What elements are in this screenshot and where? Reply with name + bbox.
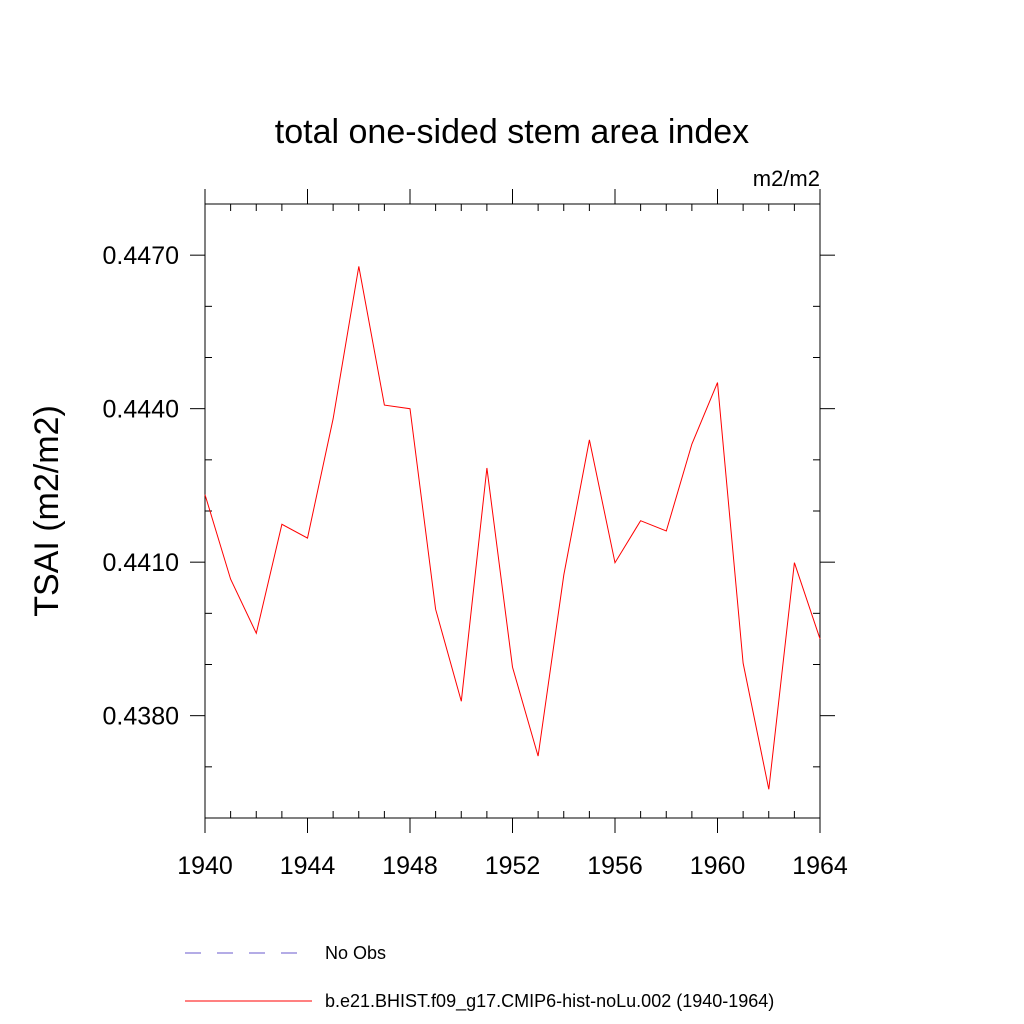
series-layer: [204, 266, 821, 790]
series-line: [204, 266, 821, 790]
legend-label-model: b.e21.BHIST.f09_g17.CMIP6-hist-noLu.002 …: [325, 991, 774, 1012]
y-axis-label: TSAI (m2/m2): [28, 405, 66, 617]
legend-label-no-obs: No Obs: [325, 943, 386, 963]
x-tick-label: 1944: [280, 852, 336, 880]
x-tick-label: 1948: [382, 852, 438, 880]
axis-tick-labels: 1940 1944 1948 1952 1956 1960 1964 0.4380 0.4410…: [103, 242, 848, 880]
x-tick-label: 1952: [485, 852, 541, 880]
axis-ticks: [190, 189, 835, 833]
x-tick-label: 1940: [177, 852, 233, 880]
y-tick-label: 0.4440: [103, 396, 179, 424]
plot-frame: [204, 203, 821, 819]
y-tick-label: 0.4470: [103, 242, 179, 270]
units-label: m2/m2: [753, 166, 820, 191]
x-tick-label: 1956: [587, 852, 643, 880]
y-tick-label: 0.4380: [103, 703, 179, 731]
x-tick-label: 1960: [690, 852, 746, 880]
legend: No Obs b.e21.BHIST.f09_g17.CMIP6-hist-no…: [185, 943, 774, 1012]
y-tick-label: 0.4410: [103, 549, 179, 577]
x-tick-label: 1964: [792, 852, 848, 880]
chart-title: total one-sided stem area index: [275, 113, 749, 151]
